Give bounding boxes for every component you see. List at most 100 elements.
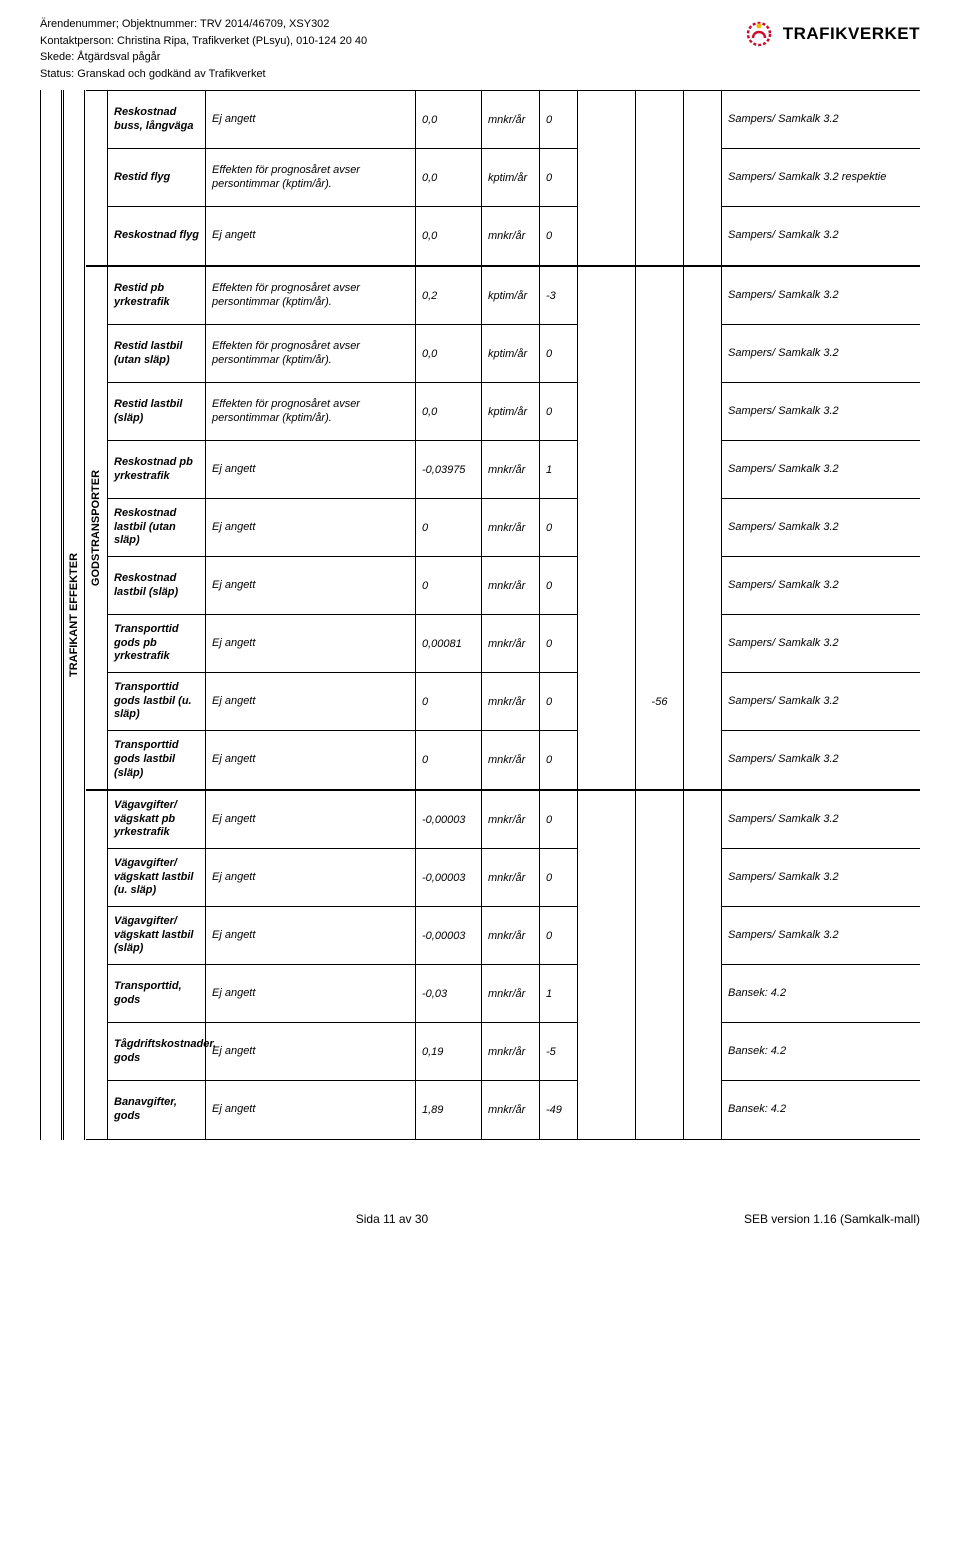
table-row: Restid pb yrkestrafikEffekten för progno… — [108, 267, 920, 325]
table-row: Vägavgifter/ vägskatt lastbil (u. släp)E… — [108, 849, 920, 907]
row-value: 0,0 — [416, 325, 482, 383]
row-desc: Ej angett — [206, 965, 416, 1023]
table-row: Reskostnad buss, långvägaEj angett0,0mnk… — [108, 91, 920, 149]
header-line2: Kontaktperson: Christina Ripa, Trafikver… — [40, 33, 367, 50]
table-row: Reskostnad flygEj angett0,0mnkr/år0Sampe… — [108, 207, 920, 265]
table-row: Transporttid gods lastbil (u. släp)Ej an… — [108, 673, 920, 731]
row-label: Reskostnad pb yrkestrafik — [108, 441, 206, 499]
row-unit: mnkr/år — [482, 499, 540, 557]
row-label: Banavgifter, gods — [108, 1081, 206, 1139]
row-extra — [636, 731, 684, 789]
trafikverket-icon — [741, 16, 777, 52]
row-source: Sampers/ Samkalk 3.2 — [722, 267, 920, 325]
row-empty — [578, 791, 636, 849]
row-desc: Effekten för prognosåret avser persontim… — [206, 149, 416, 207]
row-empty — [684, 325, 722, 383]
row-extra — [636, 149, 684, 207]
row-empty — [578, 965, 636, 1023]
outer-strip — [40, 90, 62, 1140]
row-empty — [684, 965, 722, 1023]
row-desc: Ej angett — [206, 91, 416, 149]
row-extra — [636, 1023, 684, 1081]
row-empty — [684, 791, 722, 849]
row-desc: Ej angett — [206, 849, 416, 907]
row-empty — [578, 557, 636, 615]
row-empty — [578, 1081, 636, 1139]
row-label: Vägavgifter/ vägskatt lastbil (u. släp) — [108, 849, 206, 907]
row-source: Sampers/ Samkalk 3.2 — [722, 907, 920, 965]
row-extra — [636, 267, 684, 325]
row-value: 1,89 — [416, 1081, 482, 1139]
row-extra: -56 — [636, 673, 684, 731]
row-group: Reskostnad buss, långvägaEj angett0,0mnk… — [108, 90, 920, 266]
row-empty — [578, 849, 636, 907]
row-value: -0,00003 — [416, 849, 482, 907]
row-num: 1 — [540, 965, 578, 1023]
row-desc: Ej angett — [206, 207, 416, 265]
row-label: Restid flyg — [108, 149, 206, 207]
row-desc: Ej angett — [206, 499, 416, 557]
table-row: Reskostnad lastbil (utan släp)Ej angett0… — [108, 499, 920, 557]
row-num: 0 — [540, 731, 578, 789]
row-unit: mnkr/år — [482, 907, 540, 965]
row-source: Sampers/ Samkalk 3.2 respektie — [722, 149, 920, 207]
row-num: 0 — [540, 791, 578, 849]
row-label: Transporttid gods lastbil (u. släp) — [108, 673, 206, 731]
group-cell: GODSTRANSPORTER — [86, 266, 107, 790]
row-source: Sampers/ Samkalk 3.2 — [722, 791, 920, 849]
rows-column: Reskostnad buss, långvägaEj angett0,0mnk… — [108, 90, 920, 1140]
row-extra — [636, 1081, 684, 1139]
row-num: -5 — [540, 1023, 578, 1081]
row-empty — [684, 1023, 722, 1081]
row-value: 0,0 — [416, 207, 482, 265]
row-num: 0 — [540, 615, 578, 673]
row-empty — [684, 267, 722, 325]
row-empty — [684, 207, 722, 265]
row-empty — [684, 557, 722, 615]
row-empty — [578, 907, 636, 965]
content: TRAFIKANT EFFEKTER GODSTRANSPORTER Resko… — [40, 90, 920, 1140]
groups-column: GODSTRANSPORTER — [86, 90, 108, 1140]
row-label: Reskostnad flyg — [108, 207, 206, 265]
row-value: 0 — [416, 499, 482, 557]
row-num: 0 — [540, 849, 578, 907]
row-empty — [684, 383, 722, 441]
row-num: 0 — [540, 557, 578, 615]
row-value: 0 — [416, 557, 482, 615]
row-num: 0 — [540, 499, 578, 557]
row-label: Tågdriftskostnader, gods — [108, 1023, 206, 1081]
table-row: Vägavgifter/ vägskatt pb yrkestrafikEj a… — [108, 791, 920, 849]
row-empty — [578, 149, 636, 207]
row-label: Restid pb yrkestrafik — [108, 267, 206, 325]
row-empty — [578, 673, 636, 731]
row-unit: mnkr/år — [482, 1023, 540, 1081]
row-unit: mnkr/år — [482, 557, 540, 615]
row-num: 0 — [540, 673, 578, 731]
row-unit: kptim/år — [482, 267, 540, 325]
row-empty — [578, 91, 636, 149]
row-unit: mnkr/år — [482, 731, 540, 789]
row-source: Sampers/ Samkalk 3.2 — [722, 557, 920, 615]
row-label: Reskostnad buss, långväga — [108, 91, 206, 149]
row-label: Transporttid, gods — [108, 965, 206, 1023]
row-num: 0 — [540, 907, 578, 965]
row-empty — [684, 907, 722, 965]
row-extra — [636, 91, 684, 149]
row-desc: Ej angett — [206, 907, 416, 965]
row-value: 0 — [416, 673, 482, 731]
row-unit: mnkr/år — [482, 849, 540, 907]
row-value: 0,2 — [416, 267, 482, 325]
side-label-col: TRAFIKANT EFFEKTER — [63, 90, 85, 1140]
row-unit: kptim/år — [482, 325, 540, 383]
row-extra — [636, 849, 684, 907]
row-source: Bansek: 4.2 — [722, 965, 920, 1023]
row-unit: mnkr/år — [482, 91, 540, 149]
row-empty — [684, 615, 722, 673]
table-row: Banavgifter, godsEj angett1,89mnkr/år-49… — [108, 1081, 920, 1139]
row-label: Vägavgifter/ vägskatt pb yrkestrafik — [108, 791, 206, 849]
row-empty — [578, 731, 636, 789]
table-row: Reskostnad pb yrkestrafikEj angett-0,039… — [108, 441, 920, 499]
row-desc: Ej angett — [206, 615, 416, 673]
row-unit: mnkr/år — [482, 615, 540, 673]
row-value: -0,03975 — [416, 441, 482, 499]
